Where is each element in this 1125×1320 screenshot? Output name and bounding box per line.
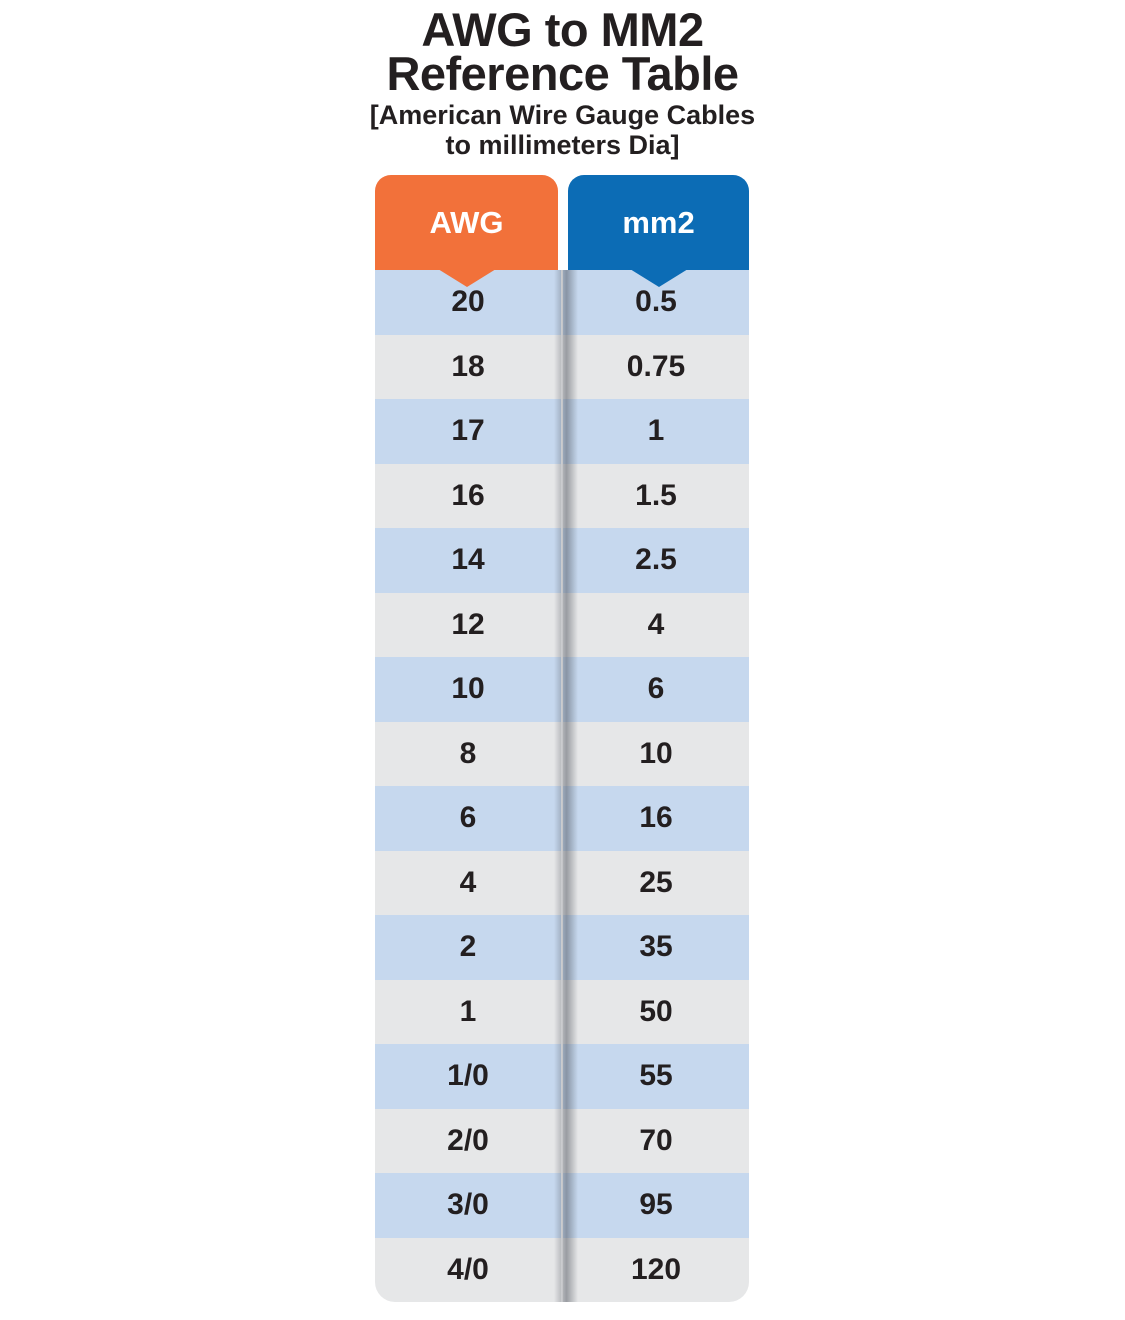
page-subtitle-line-1: [American Wire Gauge Cables bbox=[369, 100, 756, 131]
mm2-cell: 120 bbox=[563, 1237, 749, 1302]
awg-cell: 4/0 bbox=[375, 1237, 561, 1302]
awg-cell: 3/0 bbox=[375, 1173, 561, 1238]
mm2-cell: 50 bbox=[563, 979, 749, 1044]
awg-cell: 16 bbox=[375, 463, 561, 528]
awg-cell: 4 bbox=[375, 850, 561, 915]
awg-cell: 10 bbox=[375, 657, 561, 722]
title-block: AWG to MM2 Reference Table [American Wir… bbox=[0, 3, 1125, 161]
awg-cell: 6 bbox=[375, 786, 561, 851]
awg-column-body: 20 18 17 16 14 12 10 8 6 4 2 1 1/0 2/0 3/0 4/0 bbox=[375, 270, 561, 1302]
page-title-line-1: AWG to MM2 bbox=[421, 3, 704, 56]
mm2-header-arrow-down-icon bbox=[629, 269, 688, 287]
awg-mm2-table: AWG 20 18 17 16 14 12 10 8 6 4 2 1 1/0 2/0 3/0 4/0 mm2 … bbox=[375, 175, 749, 1302]
mm2-cell: 1 bbox=[563, 399, 749, 464]
mm2-cell: 95 bbox=[563, 1173, 749, 1238]
awg-cell: 8 bbox=[375, 721, 561, 786]
mm2-column-header-label: mm2 bbox=[622, 204, 695, 240]
mm2-cell: 10 bbox=[563, 721, 749, 786]
mm2-cell: 4 bbox=[563, 592, 749, 657]
awg-cell: 1/0 bbox=[375, 1044, 561, 1109]
page-title-line-2: Reference Table bbox=[386, 47, 739, 101]
mm2-cell: 6 bbox=[563, 657, 749, 722]
awg-column: AWG 20 18 17 16 14 12 10 8 6 4 2 1 1/0 2/0 3/0 4/0 bbox=[375, 175, 561, 1302]
awg-cell: 2/0 bbox=[375, 1108, 561, 1173]
awg-header-arrow-down-icon bbox=[437, 269, 496, 287]
mm2-cell: 16 bbox=[563, 786, 749, 851]
page-subtitle-line-2: to millimeters Dia] bbox=[445, 130, 680, 161]
mm2-cell: 70 bbox=[563, 1108, 749, 1173]
awg-column-header-label: AWG bbox=[429, 204, 504, 240]
awg-cell: 12 bbox=[375, 592, 561, 657]
mm2-cell: 2.5 bbox=[563, 528, 749, 593]
mm2-cell: 35 bbox=[563, 915, 749, 980]
awg-column-header: AWG bbox=[375, 175, 558, 287]
mm2-cell: 55 bbox=[563, 1044, 749, 1109]
mm2-column: mm2 0.5 0.75 1 1.5 2.5 4 6 10 16 25 35 50 55 70 95 120 bbox=[563, 175, 749, 1302]
mm2-cell: 25 bbox=[563, 850, 749, 915]
awg-cell: 17 bbox=[375, 399, 561, 464]
page-subtitle: [American Wire Gauge Cables to millimete… bbox=[0, 101, 1125, 160]
mm2-column-header: mm2 bbox=[568, 175, 749, 287]
awg-cell: 18 bbox=[375, 334, 561, 399]
awg-cell: 1 bbox=[375, 979, 561, 1044]
awg-cell: 2 bbox=[375, 915, 561, 980]
mm2-cell: 0.75 bbox=[563, 334, 749, 399]
mm2-column-body: 0.5 0.75 1 1.5 2.5 4 6 10 16 25 35 50 55 70 95 120 bbox=[563, 270, 749, 1302]
mm2-cell: 0.5 bbox=[563, 270, 749, 335]
mm2-cell: 1.5 bbox=[563, 463, 749, 528]
awg-cell: 14 bbox=[375, 528, 561, 593]
